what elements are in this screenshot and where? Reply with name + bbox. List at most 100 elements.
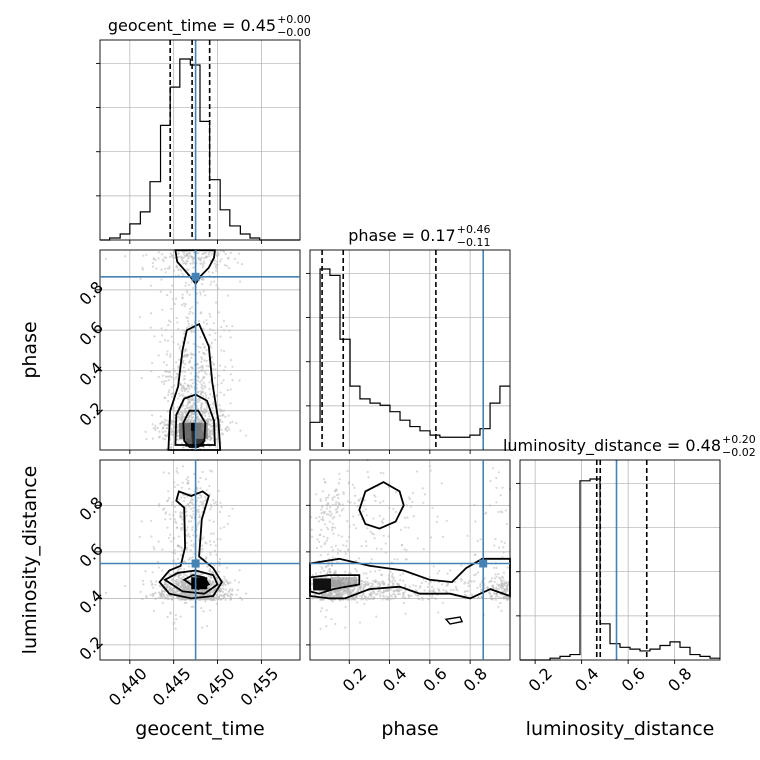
sample-point <box>155 267 158 270</box>
sample-point <box>175 591 178 595</box>
sample-point <box>221 590 224 594</box>
sample-point <box>335 501 338 504</box>
sample-point <box>176 423 179 426</box>
sample-point <box>169 533 172 536</box>
sample-point <box>231 588 234 591</box>
sample-point <box>180 269 183 272</box>
sample-point <box>200 390 203 393</box>
sample-point <box>320 511 323 515</box>
sample-point <box>498 583 501 587</box>
sample-point <box>345 544 348 547</box>
sample-point <box>330 545 333 549</box>
sample-point <box>226 389 229 392</box>
sample-point <box>179 579 182 582</box>
sample-point <box>206 406 209 409</box>
sample-point <box>331 600 334 603</box>
sample-point <box>460 578 463 581</box>
sample-point <box>185 289 188 292</box>
sample-point <box>208 388 211 391</box>
sample-point <box>392 597 395 600</box>
sample-point <box>223 582 226 585</box>
sample-point <box>180 528 183 532</box>
sample-point <box>159 290 162 293</box>
sample-point <box>226 522 229 525</box>
sample-point <box>497 510 500 514</box>
sample-point <box>189 549 192 552</box>
sample-point <box>333 495 336 498</box>
sample-point <box>169 517 172 521</box>
sample-point <box>220 381 223 385</box>
tick-label-x-phase-3: 0.8 <box>460 664 491 695</box>
sample-point <box>191 498 195 501</box>
sample-point <box>494 598 497 601</box>
sample-point <box>329 506 332 509</box>
sample-point <box>187 368 190 371</box>
sample-point <box>218 558 222 561</box>
sample-point <box>344 605 347 609</box>
sample-point <box>161 427 164 430</box>
sample-point <box>338 514 341 517</box>
sample-point <box>342 492 345 496</box>
sample-point <box>224 578 227 581</box>
sample-point <box>219 335 222 338</box>
sample-point <box>190 415 193 418</box>
panel-background-diag-luminosity_distance <box>520 460 720 660</box>
sample-point <box>208 580 211 583</box>
sample-point <box>365 598 368 601</box>
sample-point <box>244 434 248 437</box>
sample-point <box>163 339 167 342</box>
sample-point <box>159 415 162 418</box>
sample-point <box>382 517 385 521</box>
sample-point <box>204 600 207 603</box>
title-minus-geocent_time: −0.00 <box>277 26 311 39</box>
sample-point <box>231 379 234 382</box>
sample-point <box>157 354 160 357</box>
sample-point <box>200 421 204 424</box>
sample-point <box>239 429 242 432</box>
sample-point <box>331 522 334 525</box>
sample-point <box>177 576 180 579</box>
sample-point <box>404 583 407 586</box>
sample-point <box>153 548 156 551</box>
sample-point <box>208 519 211 522</box>
tick-label-x-luminosity_distance-3: 0.8 <box>664 664 695 695</box>
sample-point <box>190 497 193 500</box>
sample-point <box>324 615 327 619</box>
sample-point <box>319 571 322 574</box>
sample-point <box>183 329 186 333</box>
sample-point <box>240 598 243 601</box>
sample-point <box>185 510 188 513</box>
sample-point <box>226 294 230 297</box>
sample-point <box>436 515 439 518</box>
sample-point <box>198 520 201 523</box>
sample-point <box>142 254 145 257</box>
sample-point <box>387 578 390 581</box>
sample-point <box>170 376 173 379</box>
sample-point <box>151 594 154 598</box>
sample-point <box>191 416 194 419</box>
sample-point <box>190 501 194 504</box>
sample-point <box>218 593 221 597</box>
title-minus-luminosity_distance: −0.02 <box>722 446 756 459</box>
sample-point <box>151 423 154 426</box>
sample-point <box>501 511 504 514</box>
sample-point <box>203 371 206 374</box>
sample-point <box>165 511 168 514</box>
sample-point <box>165 379 168 382</box>
sample-point <box>172 341 175 344</box>
sample-point <box>335 489 338 492</box>
sample-point <box>200 369 203 373</box>
sample-point <box>197 480 200 483</box>
sample-point <box>160 327 163 330</box>
sample-point <box>348 592 351 596</box>
sample-point <box>337 493 340 496</box>
sample-point <box>315 546 318 550</box>
sample-point <box>182 359 185 363</box>
sample-point <box>225 325 228 328</box>
sample-point <box>170 392 173 395</box>
sample-point <box>406 516 409 519</box>
sample-point <box>167 370 170 373</box>
sample-point <box>176 471 179 474</box>
sample-point <box>188 312 191 315</box>
sample-point <box>214 376 217 379</box>
